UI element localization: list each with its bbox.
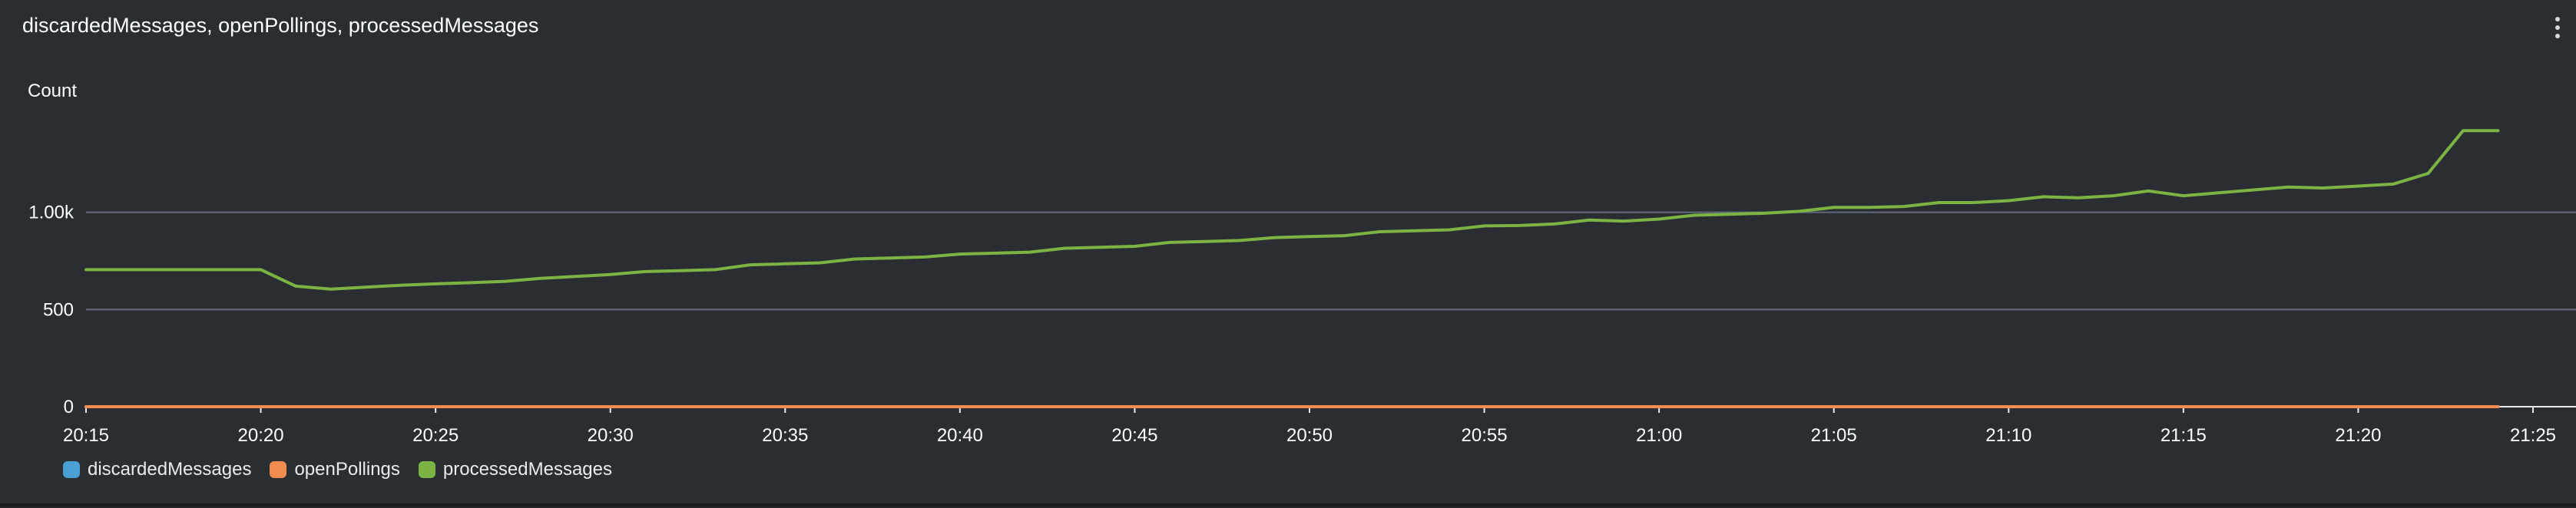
legend-item-discardedMessages[interactable]: discardedMessages bbox=[63, 459, 251, 480]
legend-label: openPollings bbox=[294, 459, 400, 480]
y-axis-label: Count bbox=[28, 81, 77, 101]
legend-swatch bbox=[63, 461, 80, 478]
y-tick-label: 500 bbox=[43, 299, 74, 320]
legend-item-processedMessages[interactable]: processedMessages bbox=[418, 459, 613, 480]
x-tick-label: 21:00 bbox=[1636, 425, 1682, 446]
more-options-icon[interactable] bbox=[2550, 17, 2565, 45]
x-axis-ticks: 20:15 20:20 20:25 20:30 20:35 20:40 20:45 20:50… bbox=[63, 407, 2556, 446]
y-tick-label: 1.00k bbox=[28, 203, 74, 223]
x-tick-label: 21:25 bbox=[2510, 425, 2556, 446]
x-tick-label: 21:05 bbox=[1811, 425, 1857, 446]
x-tick-label: 20:35 bbox=[762, 425, 808, 446]
x-tick-label: 20:25 bbox=[412, 425, 459, 446]
legend-label: processedMessages bbox=[442, 459, 613, 480]
x-tick-label: 21:15 bbox=[2160, 425, 2207, 446]
chart-legend: discardedMessages openPollings processed… bbox=[63, 459, 612, 480]
legend-swatch bbox=[270, 461, 287, 478]
x-tick-label: 20:55 bbox=[1462, 425, 1508, 446]
panel-title: discardedMessages, openPollings, process… bbox=[22, 14, 539, 37]
x-tick-label: 20:40 bbox=[937, 425, 983, 446]
y-axis-ticks: 0 500 1.00k bbox=[28, 203, 74, 417]
legend-swatch bbox=[418, 461, 435, 478]
x-tick-label: 21:20 bbox=[2335, 425, 2381, 446]
grid-lines bbox=[86, 211, 2576, 407]
legend-item-openPollings[interactable]: openPollings bbox=[270, 459, 400, 480]
x-tick-label: 20:50 bbox=[1286, 425, 1333, 446]
x-tick-label: 20:30 bbox=[588, 425, 634, 446]
series-lines bbox=[84, 129, 2500, 408]
x-tick-label: 21:10 bbox=[1985, 425, 2031, 446]
line-chart: Count 0 500 1.00k 20:15 20:20 20:25 20:30 20:3… bbox=[28, 81, 2576, 446]
x-tick-label: 20:20 bbox=[238, 425, 284, 446]
x-tick-label: 20:15 bbox=[63, 425, 109, 446]
y-tick-label: 0 bbox=[64, 397, 74, 417]
x-tick-label: 20:45 bbox=[1111, 425, 1157, 446]
legend-label: discardedMessages bbox=[88, 459, 252, 480]
series-line-processedMessages[interactable] bbox=[84, 129, 2500, 291]
